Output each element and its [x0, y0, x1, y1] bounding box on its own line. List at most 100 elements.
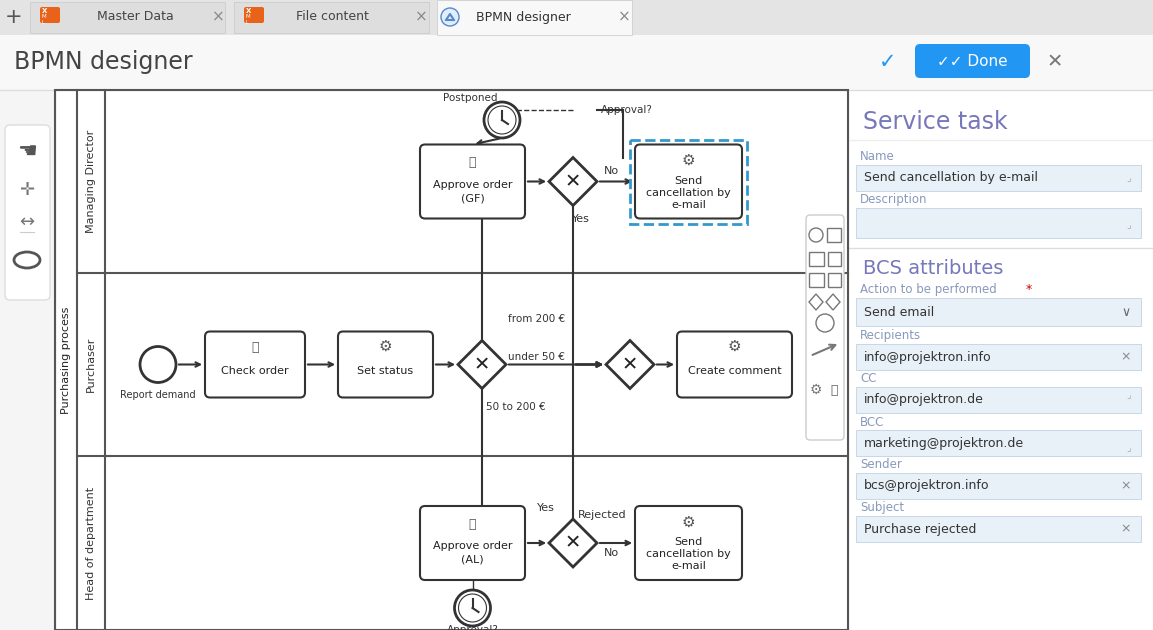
Text: ✓: ✓ — [880, 52, 897, 72]
Text: X: X — [42, 8, 47, 14]
Text: 🗑: 🗑 — [830, 384, 838, 396]
FancyBboxPatch shape — [915, 44, 1030, 78]
Text: L: L — [42, 20, 45, 25]
Text: Rejected: Rejected — [578, 510, 626, 520]
Text: Send: Send — [675, 537, 702, 547]
Text: cancellation by: cancellation by — [646, 549, 731, 559]
Bar — [809, 273, 824, 287]
Text: Description: Description — [860, 193, 927, 207]
Polygon shape — [826, 294, 841, 310]
Text: ×: × — [1121, 522, 1131, 536]
Text: Name: Name — [860, 151, 895, 164]
Text: ×: × — [212, 9, 225, 25]
Text: bcs@projektron.info: bcs@projektron.info — [864, 479, 989, 493]
Text: Approve order: Approve order — [432, 180, 512, 190]
Text: Managing Director: Managing Director — [86, 130, 96, 233]
Text: ✕: ✕ — [565, 172, 581, 191]
FancyBboxPatch shape — [5, 125, 50, 300]
Text: info@projektron.de: info@projektron.de — [864, 394, 984, 406]
FancyBboxPatch shape — [40, 7, 60, 23]
Text: ☚: ☚ — [17, 142, 37, 162]
Text: Purchase rejected: Purchase rejected — [864, 522, 977, 536]
Text: File content: File content — [295, 11, 369, 23]
Polygon shape — [549, 158, 597, 205]
Text: marketing@projektron.de: marketing@projektron.de — [864, 437, 1024, 449]
Text: under 50 €: under 50 € — [508, 352, 565, 362]
Bar — [630, 139, 747, 224]
Text: ↔: ↔ — [20, 213, 35, 231]
Text: Service task: Service task — [862, 110, 1008, 134]
Bar — [234, 2, 429, 33]
Text: ⌟: ⌟ — [1126, 173, 1131, 183]
Text: Action to be performed: Action to be performed — [860, 284, 1001, 297]
Text: 🧑: 🧑 — [469, 517, 476, 530]
Text: ×: × — [1121, 350, 1131, 364]
Bar — [0, 35, 1153, 90]
Text: Approval?: Approval? — [601, 105, 653, 115]
Text: ×: × — [415, 9, 428, 25]
Text: ⚙: ⚙ — [681, 153, 695, 168]
FancyBboxPatch shape — [806, 215, 844, 440]
Text: Approval?: Approval? — [446, 625, 498, 630]
Text: Check order: Check order — [221, 367, 288, 377]
Bar — [437, 0, 632, 35]
Text: from 200 €: from 200 € — [508, 314, 565, 324]
Text: Postponed: Postponed — [443, 93, 497, 103]
Text: Approve order: Approve order — [432, 541, 512, 551]
Text: ⬛: ⬛ — [830, 384, 838, 396]
Text: No: No — [603, 548, 618, 558]
Text: Purchaser: Purchaser — [86, 337, 96, 392]
Bar — [30, 2, 225, 33]
Text: ×: × — [618, 9, 631, 25]
Text: Send: Send — [675, 176, 702, 185]
FancyBboxPatch shape — [635, 144, 743, 219]
Text: e-mail: e-mail — [671, 561, 706, 571]
FancyBboxPatch shape — [420, 506, 525, 580]
Text: info@projektron.info: info@projektron.info — [864, 350, 992, 364]
Text: Purchasing process: Purchasing process — [61, 306, 71, 414]
Polygon shape — [458, 340, 506, 389]
Text: Recipients: Recipients — [860, 329, 921, 343]
Text: L: L — [246, 20, 249, 25]
Text: ✕: ✕ — [621, 355, 639, 374]
Text: e-mail: e-mail — [671, 200, 706, 210]
Text: (GF): (GF) — [461, 193, 484, 203]
Circle shape — [459, 594, 487, 622]
Text: 🧑: 🧑 — [469, 156, 476, 169]
Bar — [828, 252, 841, 266]
Text: ✓✓ Done: ✓✓ Done — [936, 54, 1008, 69]
Text: X: X — [246, 8, 251, 14]
Text: Yes: Yes — [537, 503, 555, 513]
Text: CC: CC — [860, 372, 876, 386]
Text: 50 to 200 €: 50 to 200 € — [487, 403, 545, 413]
Text: Head of department: Head of department — [86, 486, 96, 600]
Text: ✕: ✕ — [565, 534, 581, 553]
Text: Sender: Sender — [860, 459, 902, 471]
Polygon shape — [549, 519, 597, 567]
Text: BCS attributes: BCS attributes — [862, 258, 1003, 277]
Bar — [55, 90, 847, 630]
Text: +: + — [5, 7, 23, 27]
Text: Yes: Yes — [572, 214, 590, 224]
Text: ⚙: ⚙ — [728, 339, 741, 354]
Text: *: * — [1026, 284, 1032, 297]
FancyBboxPatch shape — [244, 7, 264, 23]
Polygon shape — [809, 294, 823, 310]
Bar — [856, 344, 1141, 370]
Bar — [55, 90, 847, 630]
Text: ✕: ✕ — [1047, 52, 1063, 71]
Bar — [0, 90, 55, 630]
Bar — [847, 90, 1153, 630]
Circle shape — [484, 102, 520, 138]
Circle shape — [440, 8, 459, 26]
FancyBboxPatch shape — [205, 331, 306, 398]
Text: ⚙: ⚙ — [809, 383, 822, 397]
Polygon shape — [606, 340, 654, 389]
Bar — [0, 0, 1153, 35]
Text: ×: × — [1121, 479, 1131, 493]
Bar — [809, 252, 824, 266]
Text: cancellation by: cancellation by — [646, 188, 731, 197]
Text: ⌟: ⌟ — [1126, 220, 1131, 230]
Text: Send cancellation by e-mail: Send cancellation by e-mail — [864, 171, 1038, 185]
Circle shape — [140, 346, 176, 382]
